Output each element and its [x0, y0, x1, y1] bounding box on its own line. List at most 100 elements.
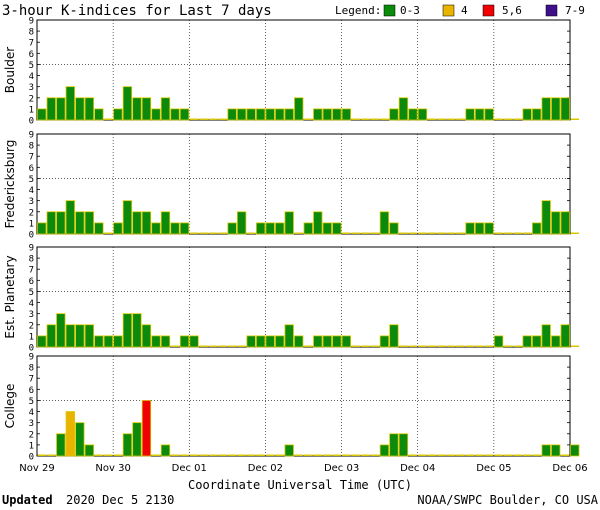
- y-tick-label: 1: [29, 441, 34, 451]
- k-index-bar: [37, 108, 47, 121]
- k-index-bar: [370, 232, 380, 234]
- k-index-bar: [351, 454, 361, 456]
- k-index-bar: [408, 345, 418, 347]
- legend-item-4: 4: [461, 4, 468, 17]
- k-index-bar: [132, 211, 142, 235]
- k-index-bar: [513, 345, 522, 347]
- k-index-bar: [361, 232, 370, 234]
- k-index-bar: [56, 97, 66, 121]
- k-index-bar: [389, 222, 399, 235]
- k-index-bar: [84, 324, 95, 348]
- y-tick-label: 5: [29, 397, 34, 407]
- y-tick-label: 6: [29, 164, 34, 174]
- k-index-bar: [160, 444, 171, 457]
- k-index-bar: [417, 108, 428, 121]
- k-index-bar: [104, 232, 113, 234]
- footer-updated-value: 2020 Dec 5 2130: [66, 493, 174, 507]
- y-tick-label: 8: [29, 28, 34, 38]
- x-axis: Nov 29 Nov 30 Dec 01 Dec 02 Dec 03 Dec 04 Dec …: [19, 463, 587, 474]
- k-index-bar: [160, 97, 171, 121]
- k-index-bar: [446, 454, 456, 456]
- k-index-bar: [227, 108, 237, 121]
- y-tick-label: 8: [29, 142, 34, 152]
- k-index-bar: [84, 97, 95, 121]
- k-index-bar: [199, 454, 208, 456]
- y-tick-label: 4: [29, 299, 34, 309]
- legend-swatch-7-9: [545, 4, 558, 17]
- k-index-bar: [304, 454, 313, 456]
- y-tick-label: 9: [29, 244, 34, 254]
- k-index-bar: [418, 345, 427, 347]
- y-tick-label: 5: [29, 175, 34, 185]
- k-index-bar: [246, 108, 256, 121]
- y-tick-label: 1: [29, 105, 34, 115]
- k-index-bar: [179, 108, 190, 121]
- k-index-bar: [398, 433, 409, 457]
- k-index-bar: [122, 86, 133, 121]
- k-index-bar: [227, 222, 237, 235]
- k-index-bar: [151, 454, 161, 456]
- y-tick-label: 4: [29, 72, 34, 82]
- y-tick-label: 8: [29, 255, 34, 265]
- k-index-bar: [494, 118, 503, 120]
- k-index-bar: [427, 232, 437, 234]
- k-index-bar: [275, 335, 285, 348]
- y-tick-label: 4: [29, 408, 34, 418]
- k-index-bar: [332, 335, 342, 348]
- k-index-bar: [56, 211, 66, 235]
- chart-title: 3-hour K-indices for Last 7 days: [2, 3, 272, 19]
- panel-label: Fredericksburg: [3, 140, 17, 229]
- k-index-bar: [437, 345, 446, 347]
- k-index-bar: [294, 97, 304, 121]
- x-tick-label: Dec 01: [172, 463, 207, 474]
- y-tick-label: 9: [29, 353, 34, 363]
- k-index-bar: [503, 118, 513, 120]
- y-tick-label: 9: [29, 17, 34, 27]
- k-index-bar: [532, 454, 541, 456]
- k-index-bar: [313, 335, 323, 348]
- k-index-bar: [37, 335, 47, 348]
- k-index-bar: [408, 232, 418, 234]
- k-index-bar: [94, 335, 104, 348]
- k-index-bar: [465, 345, 475, 347]
- k-index-bar: [236, 108, 247, 121]
- k-index-bar: [122, 200, 133, 235]
- k-index-bar: [46, 97, 56, 121]
- k-index-bar: [322, 335, 332, 348]
- k-index-bar: [322, 108, 332, 121]
- k-index-bar: [294, 335, 304, 348]
- panel-frame: [36, 355, 571, 457]
- k-index-bar: [256, 454, 265, 456]
- k-index-bar: [65, 411, 75, 457]
- k-index-bar: [522, 232, 532, 234]
- k-index-bar: [541, 324, 551, 348]
- legend-swatch-4: [442, 4, 455, 17]
- k-index-bar: [236, 211, 247, 235]
- k-index-bar: [284, 211, 294, 235]
- k-index-bar: [399, 232, 408, 234]
- k-index-bar: [503, 454, 513, 456]
- y-tick-label: 7: [29, 375, 34, 385]
- k-index-bar: [84, 211, 95, 235]
- k-index-bar: [398, 97, 409, 121]
- k-index-bar: [304, 118, 313, 120]
- k-index-bar: [522, 335, 532, 348]
- k-index-bar: [560, 454, 570, 456]
- x-tick-label: Nov 29: [19, 463, 54, 474]
- k-index-bar: [189, 454, 199, 456]
- k-index-bar: [75, 422, 85, 457]
- k-index-bar: [37, 454, 47, 456]
- k-index-bar: [94, 222, 104, 235]
- x-axis-label: Coordinate Universal Time (UTC): [188, 478, 412, 492]
- k-index-bar: [484, 222, 494, 235]
- k-index-bar: [56, 433, 66, 457]
- k-index-bar: [313, 108, 323, 121]
- y-tick-label: 4: [29, 186, 34, 196]
- k-index-bar: [208, 232, 218, 234]
- k-index-bar: [75, 211, 85, 235]
- k-index-bar: [141, 324, 152, 348]
- k-index-bar: [418, 454, 427, 456]
- k-index-bar: [65, 200, 75, 235]
